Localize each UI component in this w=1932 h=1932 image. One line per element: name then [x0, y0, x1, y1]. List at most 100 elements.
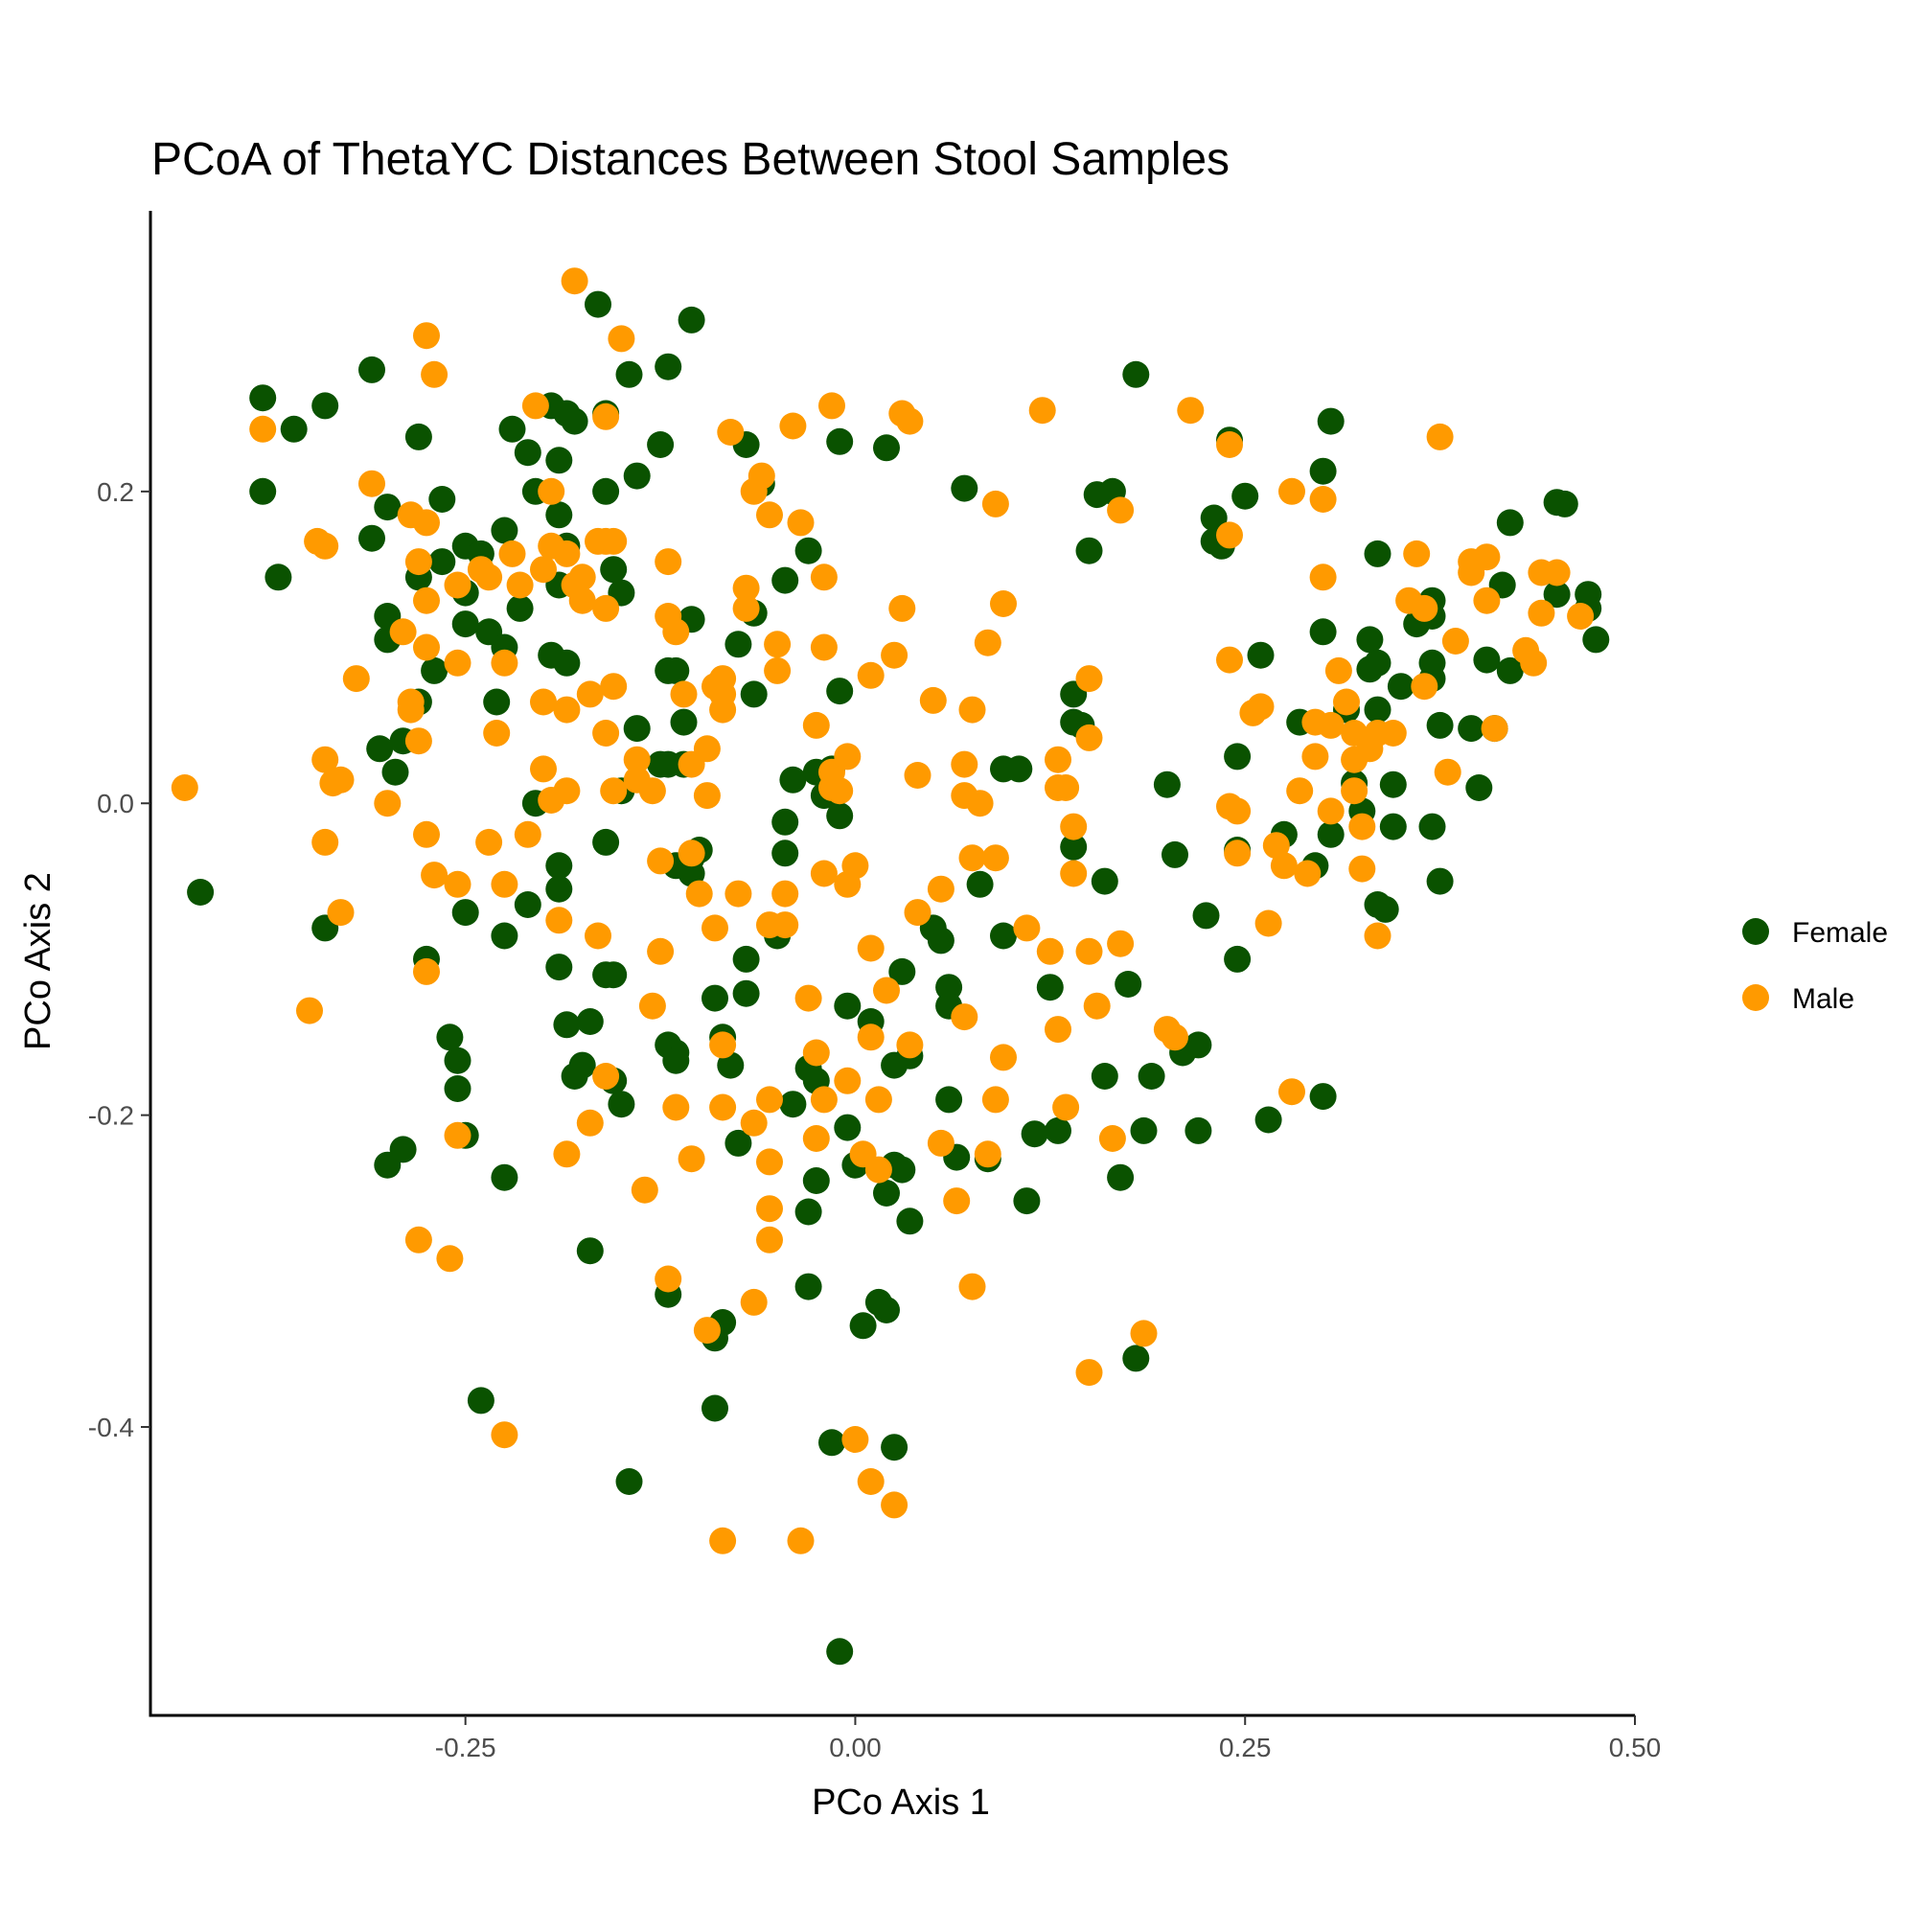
point-male-237: [787, 1527, 815, 1554]
point-female-120: [834, 1114, 862, 1141]
chart-title: PCoA of ThetaYC Distances Between Stool …: [151, 134, 1230, 185]
point-male-80: [709, 665, 737, 693]
point-female-114: [779, 1091, 807, 1118]
point-male-150: [1013, 914, 1041, 942]
point-male-166: [1107, 930, 1135, 957]
point-male-60: [608, 325, 635, 353]
point-female-87: [771, 808, 799, 836]
point-male-35: [506, 571, 534, 599]
point-male-74: [685, 880, 713, 908]
point-male-103: [638, 992, 666, 1020]
point-female-190: [1379, 770, 1407, 798]
point-female-43: [623, 462, 651, 490]
point-male-174: [1224, 840, 1252, 867]
point-female-13: [404, 423, 432, 450]
point-male-105: [678, 1145, 705, 1173]
point-female-31: [545, 447, 573, 474]
point-female-178: [1309, 1083, 1337, 1111]
point-male-223: [538, 787, 565, 814]
point-female-186: [1364, 540, 1392, 567]
point-male-25: [444, 649, 472, 677]
point-female-201: [1458, 715, 1485, 743]
point-male-68: [655, 548, 682, 576]
y-axis-ticks: 0.2 0.0 -0.2 -0.4: [88, 477, 150, 1442]
point-male-33: [491, 870, 518, 898]
point-female-139: [1013, 1187, 1041, 1215]
point-male-17: [413, 586, 440, 614]
point-male-153: [1045, 1016, 1071, 1044]
point-male-148: [974, 1140, 1001, 1168]
point-female-48: [366, 735, 394, 763]
point-male-92: [787, 509, 815, 537]
point-female-233: [1122, 1345, 1150, 1372]
point-female-146: [1060, 833, 1088, 861]
point-male-107: [709, 1031, 737, 1059]
point-female-74: [740, 680, 768, 708]
point-male-24: [444, 571, 472, 599]
point-female-94: [374, 1151, 402, 1179]
point-female-170: [1247, 641, 1275, 669]
point-male-47: [576, 680, 604, 708]
point-male-125: [881, 641, 908, 669]
point-male-157: [1052, 1093, 1080, 1121]
point-male-191: [1324, 656, 1352, 684]
point-male-15: [404, 727, 432, 755]
point-male-61: [592, 1063, 620, 1090]
point-female-44: [647, 431, 675, 458]
point-female-37: [553, 649, 581, 677]
point-male-94: [810, 564, 838, 591]
point-female-99: [576, 1008, 604, 1035]
point-male-146: [981, 1086, 1009, 1114]
point-female-150: [1091, 1063, 1118, 1090]
point-male-238: [841, 1426, 869, 1453]
point-female-206: [1496, 656, 1524, 684]
point-female-184: [1356, 626, 1384, 654]
point-male-139: [958, 696, 986, 724]
point-male-225: [623, 746, 651, 773]
point-male-217: [1528, 599, 1555, 627]
point-male-63: [553, 1140, 581, 1168]
x-tick-label-3: 0.50: [1609, 1733, 1662, 1762]
point-male-147: [990, 1044, 1017, 1071]
point-male-182: [1278, 1078, 1305, 1106]
point-female-111: [732, 979, 760, 1007]
point-male-111: [756, 1195, 783, 1223]
point-female-209: [1551, 490, 1578, 518]
point-male-228: [826, 777, 854, 805]
point-male-120: [857, 934, 885, 962]
point-male-164: [1098, 1125, 1126, 1152]
point-female-118: [794, 1198, 822, 1226]
point-male-101: [724, 880, 752, 908]
y-axis-title: PCo Axis 2: [18, 872, 58, 1050]
point-female-103: [608, 1091, 635, 1118]
point-female-56: [545, 852, 573, 880]
point-male-126: [888, 594, 916, 622]
point-male-21: [413, 957, 440, 985]
point-female-123: [873, 1180, 900, 1207]
point-female-229: [873, 1297, 900, 1323]
point-male-20: [421, 862, 448, 889]
point-male-149: [958, 1273, 986, 1300]
point-female-59: [592, 828, 620, 856]
point-male-22: [413, 322, 440, 350]
point-male-137: [951, 750, 978, 778]
point-male-85: [748, 462, 775, 490]
point-male-151: [1028, 397, 1056, 425]
legend-label-male: Male: [1792, 983, 1854, 1015]
point-male-16: [413, 509, 440, 537]
point-female-54: [491, 922, 518, 950]
x-axis-title: PCo Axis 1: [812, 1782, 990, 1823]
point-female-30: [545, 501, 573, 529]
point-male-8: [296, 997, 323, 1024]
point-female-141: [1036, 974, 1064, 1001]
point-male-98: [818, 392, 845, 420]
point-female-40: [600, 556, 628, 584]
point-female-86: [826, 427, 854, 455]
point-male-32: [491, 649, 518, 677]
point-male-37: [521, 392, 549, 420]
point-female-24: [491, 517, 518, 544]
point-male-170: [1216, 431, 1243, 458]
point-male-31: [483, 720, 511, 747]
point-male-59: [592, 402, 620, 430]
point-female-46: [678, 306, 705, 334]
